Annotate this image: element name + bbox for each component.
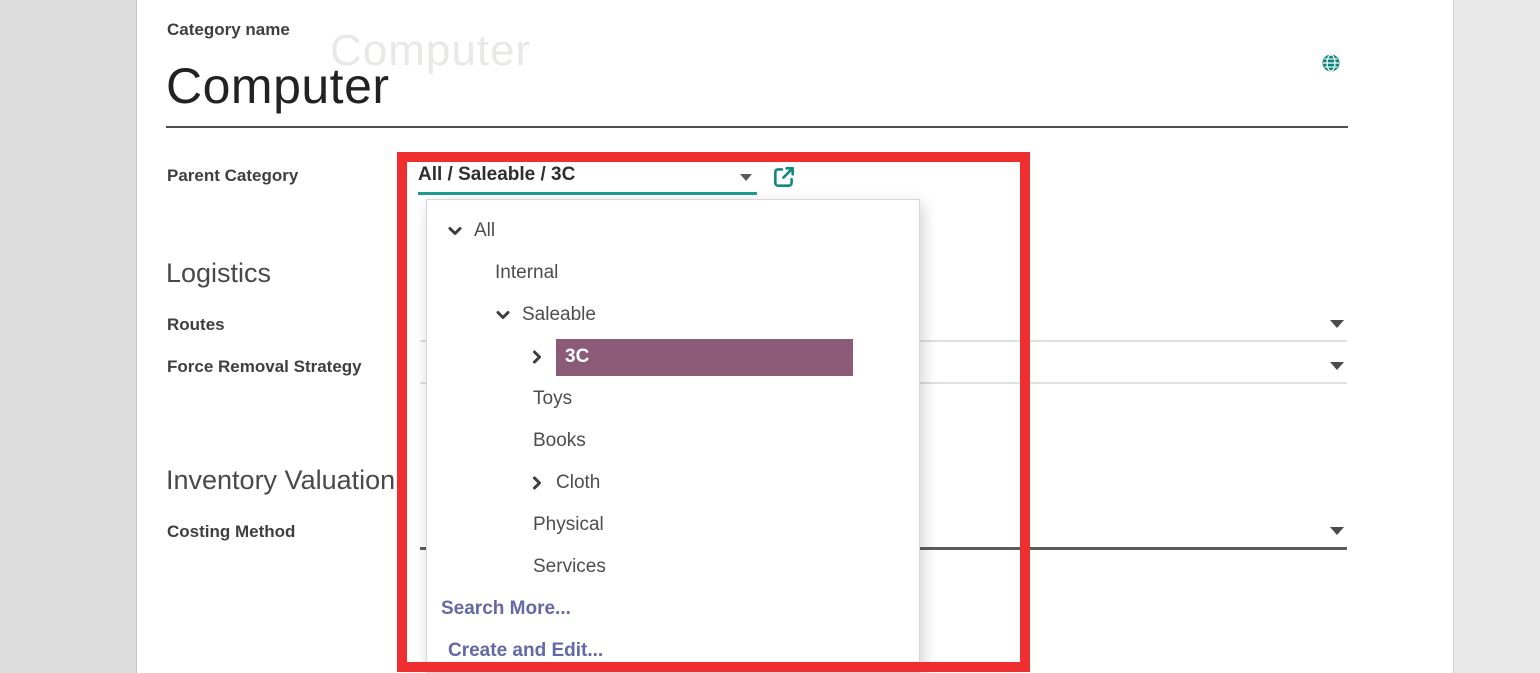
globe-icon[interactable] (1322, 54, 1340, 72)
parent-category-dropdown: All Internal Saleable 3C Toys Books (426, 199, 920, 673)
search-more-link[interactable]: Search More... (427, 588, 919, 630)
tree-item-label: Books (533, 430, 586, 451)
costing-method-caret-down-icon[interactable] (1330, 527, 1344, 535)
section-title-logistics: Logistics (166, 258, 272, 288)
search-more-label: Search More... (441, 598, 571, 619)
tree-item-label: Internal (495, 262, 559, 283)
tree-item-services[interactable]: Services (427, 546, 919, 588)
tree-item-internal[interactable]: Internal (427, 252, 919, 294)
tree-item-all[interactable]: All (427, 210, 919, 252)
tree-item-label: All (474, 220, 496, 241)
external-link-icon[interactable] (771, 164, 797, 190)
create-and-edit-label: Create and Edit... (448, 640, 604, 661)
tree-item-saleable[interactable]: Saleable (427, 294, 919, 336)
tree-item-toys[interactable]: Toys (427, 378, 919, 420)
chevron-down-icon[interactable] (447, 223, 463, 239)
costing-method-label: Costing Method (167, 522, 296, 541)
category-name-ghost-text: Computer (330, 26, 532, 75)
tree-item-books[interactable]: Books (427, 420, 919, 462)
left-gutter (0, 0, 137, 673)
tree-item-label: Toys (533, 388, 573, 409)
category-name-label: Category name (167, 20, 290, 39)
force-removal-strategy-label: Force Removal Strategy (167, 357, 362, 376)
tree-item-label-selected: 3C (556, 338, 853, 376)
tree-item-label: Saleable (522, 304, 596, 325)
parent-category-input[interactable]: All / Saleable / 3C (418, 164, 576, 185)
chevron-down-icon[interactable] (495, 307, 511, 323)
parent-category-label: Parent Category (167, 166, 299, 185)
tree-item-label: Cloth (556, 472, 601, 493)
tree-item-3c-selected[interactable]: 3C (427, 336, 919, 378)
routes-label: Routes (167, 315, 225, 334)
category-name-underline (166, 126, 1348, 128)
tree-item-cloth[interactable]: Cloth (427, 462, 919, 504)
category-name-input[interactable]: Computer (166, 58, 390, 114)
caret-down-icon[interactable] (740, 174, 752, 181)
create-and-edit-link[interactable]: Create and Edit... (427, 630, 919, 672)
section-title-inventory-valuation: Inventory Valuation (166, 465, 396, 495)
tree-item-label: Services (533, 556, 606, 577)
routes-caret-down-icon[interactable] (1330, 320, 1344, 328)
chevron-right-icon[interactable] (529, 349, 545, 365)
parent-category-underline (418, 192, 757, 195)
chevron-right-icon[interactable] (529, 475, 545, 491)
tree-item-label: Physical (533, 514, 604, 535)
right-gutter (1453, 0, 1540, 673)
tree-item-physical[interactable]: Physical (427, 504, 919, 546)
force-removal-caret-down-icon[interactable] (1330, 362, 1344, 370)
